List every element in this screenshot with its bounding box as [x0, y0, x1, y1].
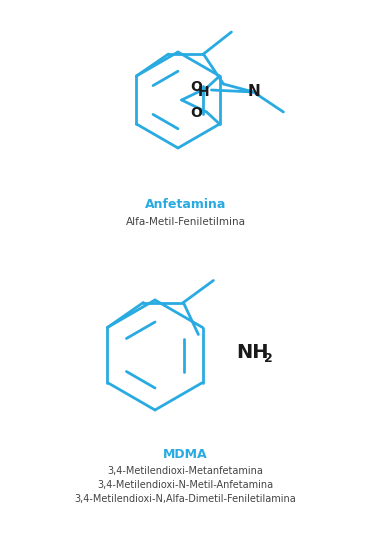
Text: NH: NH — [236, 343, 269, 362]
Text: N: N — [248, 83, 261, 98]
Text: Anfetamina: Anfetamina — [145, 199, 226, 212]
Text: 3,4-Metilendioxi-Metanfetamina: 3,4-Metilendioxi-Metanfetamina — [108, 466, 263, 476]
Text: 3,4-Metilendioxi-N-Metil-Anfetamina: 3,4-Metilendioxi-N-Metil-Anfetamina — [98, 480, 273, 490]
Text: O: O — [191, 80, 203, 94]
Text: 2: 2 — [265, 352, 273, 365]
Text: O: O — [191, 106, 203, 120]
Text: H: H — [198, 85, 209, 99]
Text: MDMA: MDMA — [163, 448, 208, 461]
Text: 3,4-Metilendioxi-N,Alfa-Dimetil-Feniletilamina: 3,4-Metilendioxi-N,Alfa-Dimetil-Fenileti… — [75, 494, 296, 504]
Text: Alfa-Metil-Feniletilmina: Alfa-Metil-Feniletilmina — [125, 217, 246, 227]
